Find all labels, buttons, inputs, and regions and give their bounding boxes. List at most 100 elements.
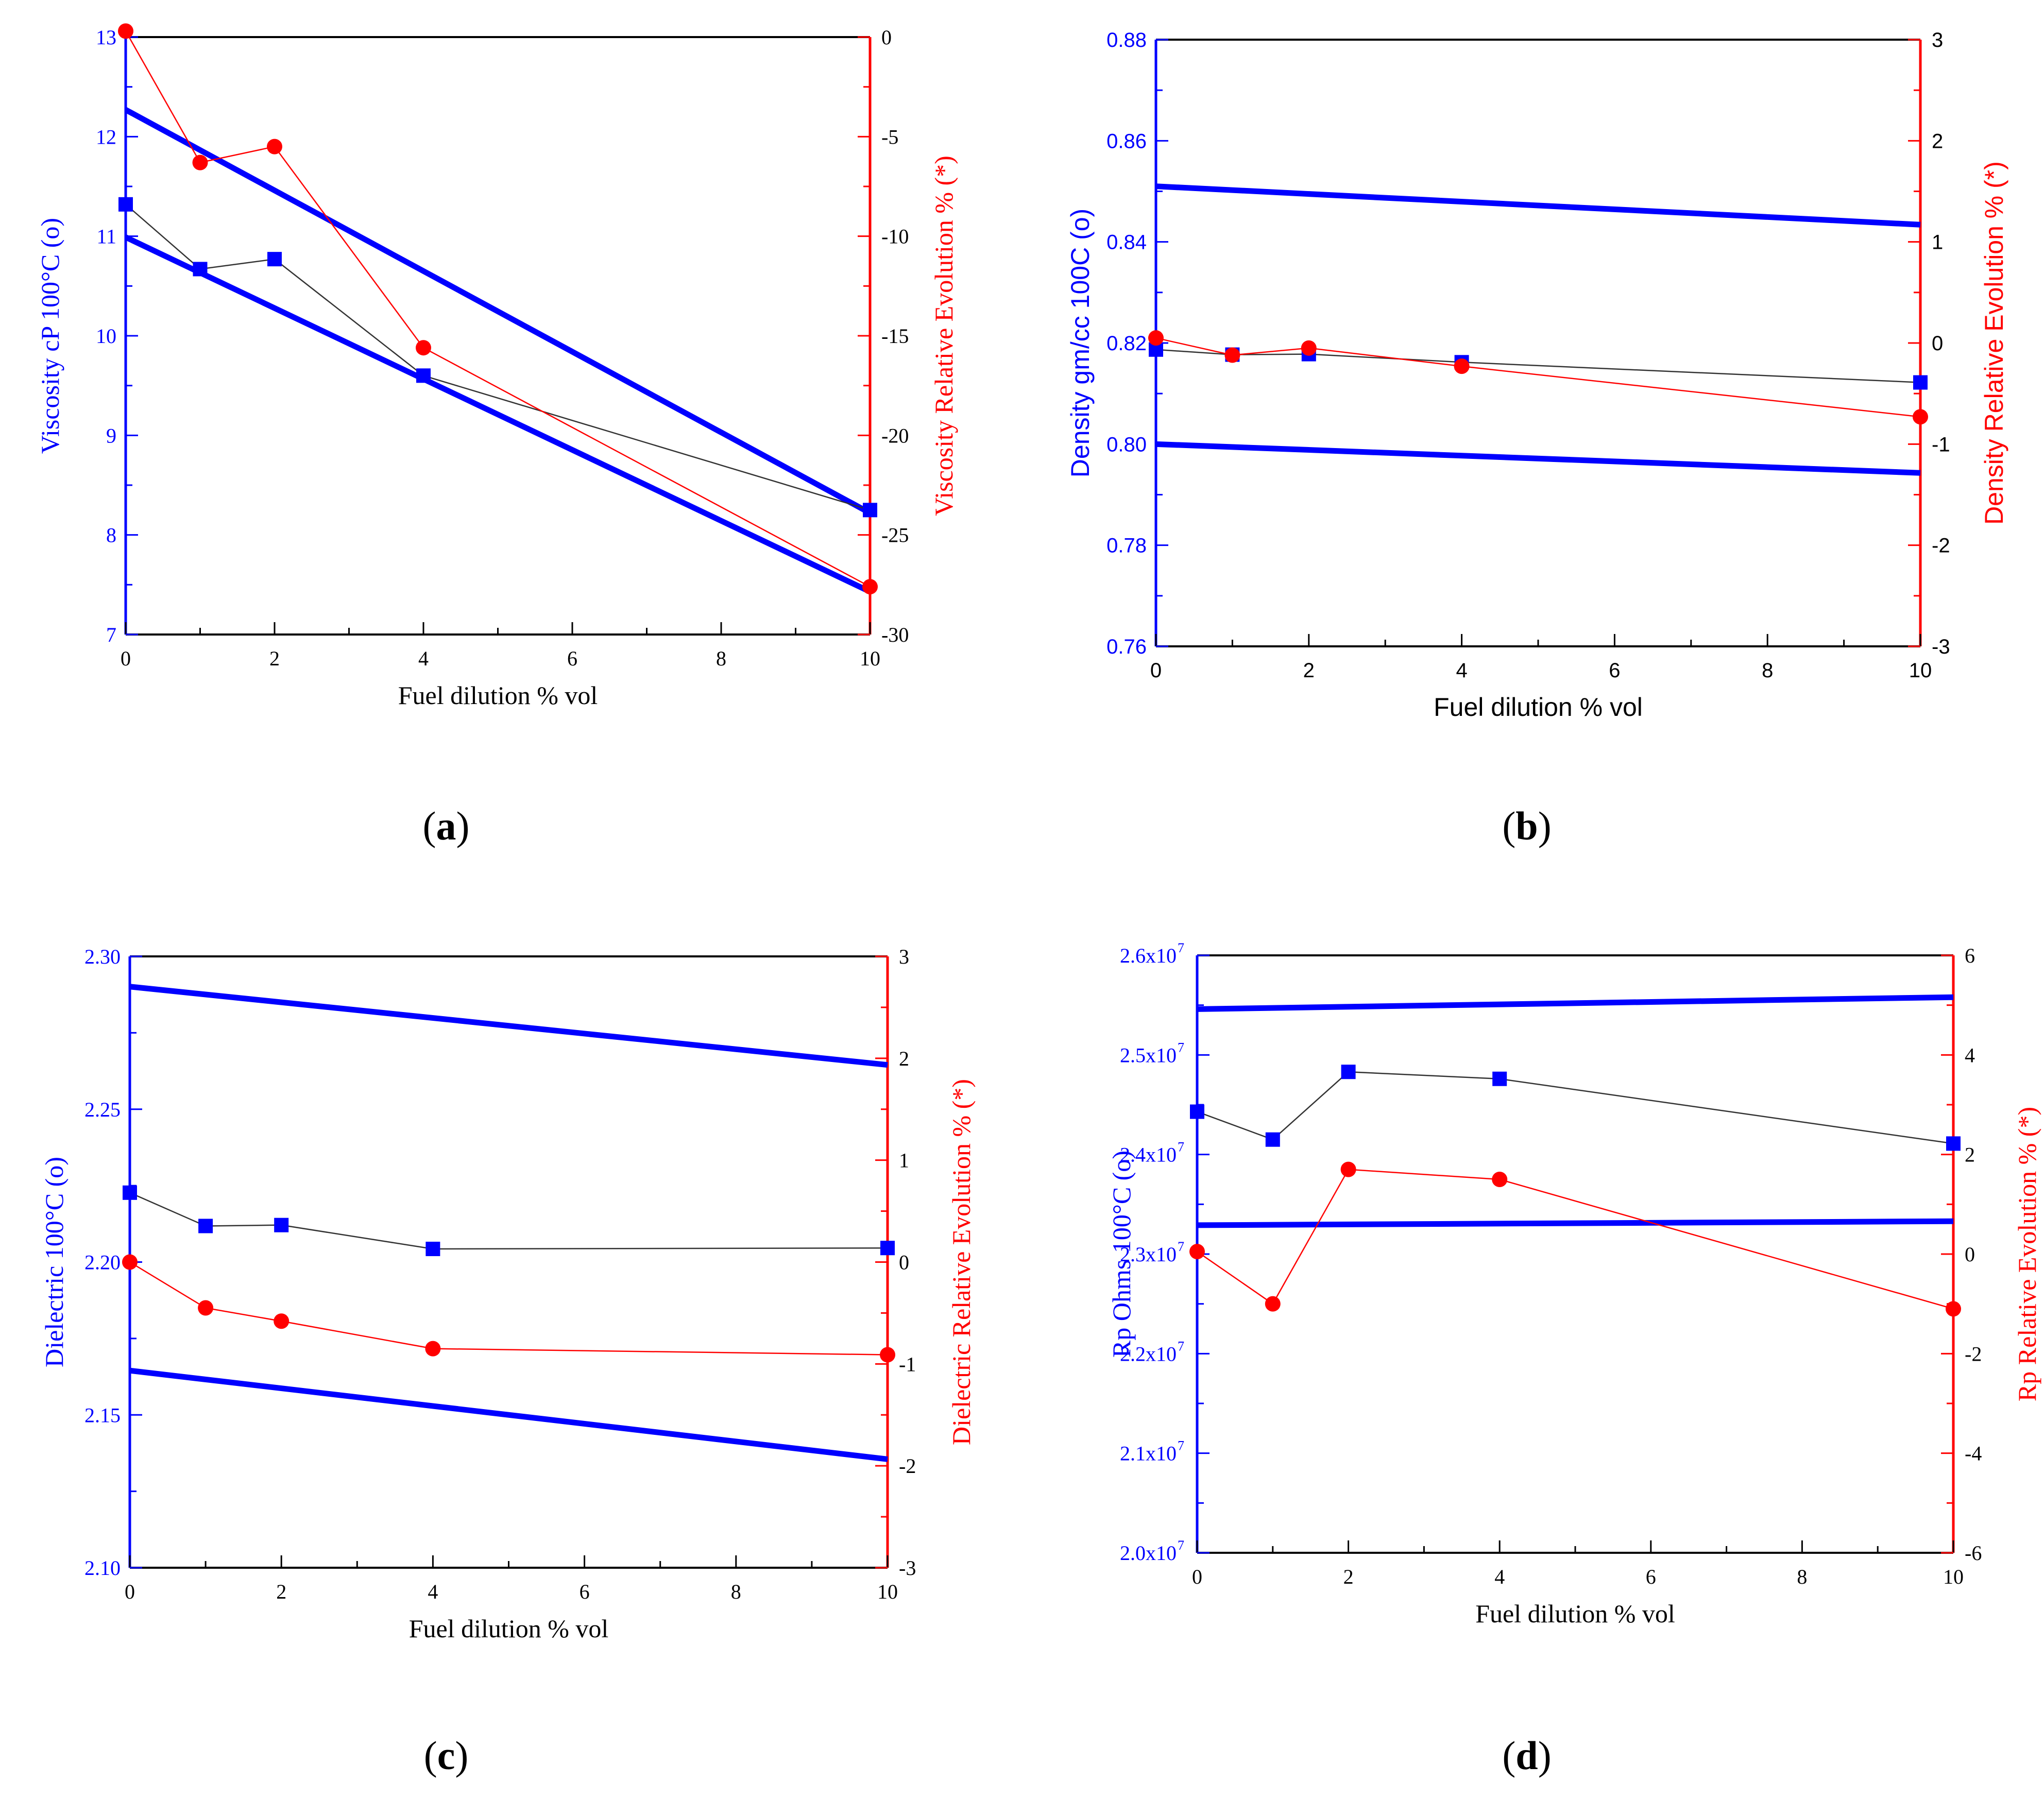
panel-b-limit-line-upper [1155,183,1921,228]
panel-c-data-point-circle [122,1254,138,1270]
panel-d-right-tick-label: 6 [1965,944,1975,967]
panel-b-left-tick-label: 0.82 [1106,332,1147,355]
panel-c-x-tick-label: 6 [580,1580,590,1603]
panel-d-right-axis-title: Rp Relative Evolution % (*) [2013,1107,2041,1401]
panel-b-right-tick-label: -2 [1932,535,1950,557]
panel-c-x-tick-label: 0 [125,1580,135,1603]
panel-d-left-axis-title: Rp Ohms 100°C (o) [1107,1151,1136,1358]
panel-d-left-tick-exponent: 7 [1178,1339,1184,1353]
panel-a-x-tick-label: 6 [567,647,577,670]
panel-a-data-point-circle [416,340,431,356]
panel-a-x-axis-title: Fuel dilution % vol [398,681,598,710]
panel-c-series-line-square [129,1192,888,1250]
panel-b-right-tick-label: -3 [1932,636,1950,658]
panel-a-right-tick-label: -10 [881,225,909,248]
panel-c-right-tick-label: 0 [899,1251,909,1274]
panel-d-data-point-circle [1492,1172,1508,1187]
panel-b-right-tick-label: -1 [1932,433,1950,456]
panel-d-left-tick-exponent: 7 [1178,940,1184,955]
panel-d-left-tick-label: 2.3x10 [1120,1243,1177,1266]
panel-b-x-tick-label: 2 [1303,659,1315,682]
panel-d-left-tick-exponent: 7 [1178,1140,1184,1155]
panel-d-left-tick-label: 2.5x10 [1120,1043,1177,1067]
panel-b-left-tick-label: 0.78 [1106,535,1147,557]
panel-b-left-tick-label: 0.88 [1106,29,1147,52]
panel-a-left-tick-label: 8 [106,524,116,547]
panel-b-left-tick-label: 0.76 [1106,636,1147,658]
chart-panel-b: 0 2 4 6 8 100.760.780.800.820.840.860.88-3-2-… [1066,29,2008,848]
panel-c-data-point-circle [274,1313,289,1329]
panel-b-x-tick-label: 10 [1909,659,1932,682]
panel-d-left-tick-exponent: 7 [1178,1538,1184,1553]
panel-d-data-point-square [1946,1136,1961,1151]
panel-b-right-tick-label: 0 [1932,332,1943,355]
panel-d-left-tick-exponent: 7 [1178,1438,1184,1453]
panel-c-data-point-square [425,1241,440,1256]
panel-b-right-tick-label: 3 [1932,29,1943,52]
panel-a-x-tick-label: 0 [121,647,131,670]
panel-a-data-point-circle [267,139,282,155]
panel-c-label: (c) [424,1733,469,1778]
panel-c-limit-line-lower [129,1367,888,1462]
panel-b-x-axis-title: Fuel dilution % vol [1434,693,1643,722]
panel-c-left-tick-label: 2.20 [84,1251,121,1274]
panel-c-right-tick-label: -1 [899,1352,916,1376]
panel-b-label: (b) [1502,803,1551,848]
panel-c-x-tick-label: 4 [428,1580,438,1603]
panel-a-series-line-square [125,203,871,511]
panel-a-limit-line-upper [124,107,872,516]
panel-d-left-tick-label: 2.4x10 [1120,1143,1177,1167]
panel-d-x-tick-label: 6 [1646,1565,1656,1588]
panel-c-limit-line-upper [129,984,888,1068]
panel-d-left-tick-label: 2.6x10 [1120,944,1177,967]
chart-panel-c: 0 2 4 6 8 10 2.10 2.15 2.20 2.25 2.30 -3 -2 -1 0 1 2 3 Fue… [40,945,976,1778]
panel-a-data-point-square [863,503,877,518]
panel-a-limit-line-lower [124,234,872,594]
panel-d-right-tick-label: -4 [1965,1442,1982,1465]
panel-b-data-point-circle [1148,330,1164,346]
panel-a-right-tick-label: -5 [881,125,898,148]
panel-d-data-point-square [1492,1071,1507,1086]
panel-a-left-tick-label: 12 [96,125,116,148]
panel-a-right-tick-label: -30 [881,623,909,646]
panel-a-right-tick-label: -15 [881,324,909,348]
chart-panel-a: 0 2 4 6 8 10 7 8 9 10 11 12 13 -30 -25 -20 -15 -10 -5 0 Fuel… [36,23,958,848]
panel-d-right-tick-label: 4 [1965,1043,1975,1067]
panel-c-left-tick-label: 2.25 [84,1098,121,1121]
panel-a-left-tick-label: 13 [96,26,116,49]
panel-a-left-tick-label: 9 [106,424,116,447]
panel-c-left-tick-label: 2.10 [84,1556,121,1580]
panel-c-left-axis-title: Dielectric 100°C (o) [40,1157,69,1367]
panel-d-data-point-circle [1189,1244,1205,1260]
chart-panel-d: 0 2 4 6 8 102.0x10 72.1x10 72.2x10 72.3x10 72.4x1… [1107,940,2041,1778]
panel-d-limit-line-lower [1197,1218,1954,1228]
panel-b-x-tick-label: 8 [1762,659,1773,682]
panel-b-left-tick-label: 0.80 [1106,433,1147,456]
panel-b-data-point-square [1913,375,1928,390]
panel-b-left-axis-title: Density gm/cc 100C (o) [1066,209,1095,477]
panel-c-left-tick-label: 2.30 [84,945,121,968]
panel-d-data-point-circle [1946,1301,1961,1317]
panel-c-right-tick-label: -3 [899,1556,916,1580]
panel-b-data-point-circle [1454,358,1470,374]
panel-a-data-point-square [193,262,208,277]
panel-d-data-point-square [1190,1104,1204,1119]
panel-c-x-tick-label: 10 [877,1580,898,1603]
panel-c-x-tick-label: 8 [731,1580,741,1603]
panel-c-x-axis-title: Fuel dilution % vol [409,1614,609,1643]
panel-d-left-tick-exponent: 7 [1178,1040,1184,1055]
panel-a-data-point-circle [192,155,208,170]
panel-a-left-axis-title: Viscosity cP 100°C (o) [36,218,64,454]
panel-c-left-tick-label: 2.15 [84,1403,121,1427]
panel-d-data-point-circle [1265,1296,1281,1312]
panel-a-left-tick-label: 11 [96,225,116,248]
panel-a-left-tick-label: 10 [96,324,116,348]
panel-a-right-tick-label: 0 [881,26,892,49]
panel-b-x-tick-label: 0 [1150,659,1162,682]
panel-a-data-point-square [267,252,282,267]
panel-b-right-tick-label: 2 [1932,130,1943,152]
panel-b-series-line-square [1155,349,1921,383]
panel-c-data-point-square [880,1241,895,1256]
panel-a-data-point-circle [862,579,878,595]
panel-a-data-point-circle [118,23,133,39]
